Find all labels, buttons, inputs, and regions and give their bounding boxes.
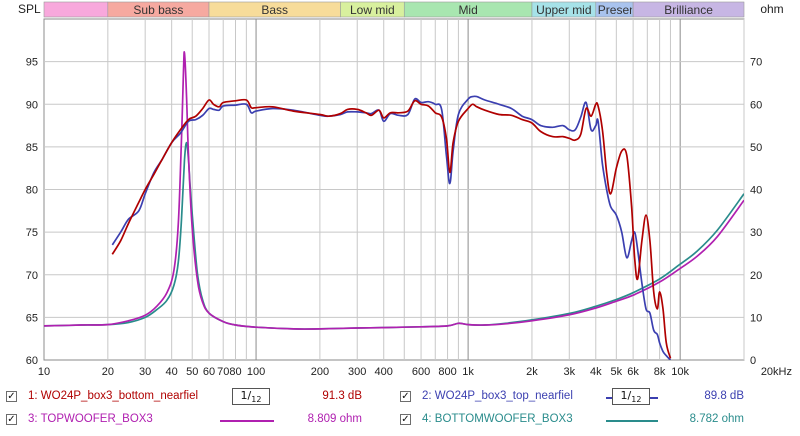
band-7 — [632, 1, 745, 18]
smoothing-slash: / — [627, 389, 632, 402]
legend-checkbox-1[interactable]: ✓ — [6, 391, 17, 402]
legend-name-2: 2: WO24P_box3_top_nearfiel — [422, 390, 573, 402]
legend: ✓ 1: WO24P_box3_bottom_nearfiel 1/12 91.… — [0, 385, 800, 436]
x-tick: 70 — [217, 366, 229, 378]
x-tick: 800 — [438, 366, 456, 378]
grid — [43, 19, 745, 360]
y-left-tick: 70 — [26, 270, 38, 282]
series-line-1 — [111, 98, 672, 359]
legend-checkbox-2[interactable]: ✓ — [400, 391, 411, 402]
x-tick: 4k — [590, 366, 602, 378]
y-right-tick: 70 — [750, 57, 762, 69]
x-tick: 10 — [38, 366, 50, 378]
x-tick: 400 — [375, 366, 393, 378]
series-line-3 — [44, 51, 744, 330]
x-tick: 300 — [348, 366, 366, 378]
smoothing-button-2[interactable]: 1/12 — [612, 388, 650, 405]
legend-value-1: 91.3 dB — [322, 390, 362, 402]
smoothing-denominator: 12 — [631, 395, 642, 405]
x-tick: 200 — [311, 366, 329, 378]
x-tick: 60 — [203, 366, 215, 378]
smoothing-denominator: 12 — [251, 395, 262, 405]
x-tick: 1k — [462, 366, 474, 378]
chart-svg: Sub bass Bass Low mid Mid Upper mid Presence B… — [18, 1, 792, 378]
legend-item-1: ✓ 1: WO24P_box3_bottom_nearfiel 1/12 91.… — [6, 387, 396, 409]
y-left-tick: 95 — [26, 57, 38, 69]
y-right-tick: 60 — [750, 99, 762, 111]
legend-swatch-3 — [220, 420, 274, 422]
y-right-tick: 30 — [750, 227, 762, 239]
y-right-tick: 20 — [750, 270, 762, 282]
smoothing-numerator: 1 — [620, 389, 628, 402]
smoothing-button-1[interactable]: 1/12 — [232, 388, 270, 405]
legend-checkbox-3[interactable]: ✓ — [6, 414, 17, 425]
x-tick: 6k — [627, 366, 639, 378]
x-tick: 80 — [229, 366, 241, 378]
series-line-2 — [111, 95, 672, 360]
band-label: Brilliance — [664, 3, 713, 17]
band-0 — [43, 1, 109, 18]
y-right-tick: 40 — [750, 185, 762, 197]
legend-item-4: ✓ 4: BOTTOMWOOFER_BOX3 8.782 ohm — [400, 410, 795, 432]
y-left-tick: 75 — [26, 227, 38, 239]
legend-row: ✓ 3: TOPWOOFER_BOX3 8.809 ohm ✓ 4: BOTTO… — [0, 410, 800, 432]
legend-name-3: 3: TOPWOOFER_BOX3 — [28, 413, 153, 425]
series-lines — [44, 51, 744, 360]
y-left-tick: 65 — [26, 312, 38, 324]
y-right-tick: 0 — [750, 355, 756, 367]
band-label: Sub bass — [133, 3, 183, 17]
y-left-tick: 80 — [26, 185, 38, 197]
y-left-tick: 60 — [26, 355, 38, 367]
band-label: Bass — [261, 3, 288, 17]
legend-value-3: 8.809 ohm — [307, 413, 362, 425]
legend-item-3: ✓ 3: TOPWOOFER_BOX3 8.809 ohm — [6, 410, 396, 432]
x-tick: 100 — [247, 366, 265, 378]
left-axis-label: SPL — [18, 2, 41, 16]
legend-value-4: 8.782 ohm — [689, 413, 744, 425]
legend-swatch-4 — [606, 420, 658, 422]
x-tick: 20kHz — [761, 366, 792, 378]
legend-name-1: 1: WO24P_box3_bottom_nearfiel — [28, 390, 199, 402]
y-right-tick: 10 — [750, 312, 762, 324]
band-label: Upper mid — [536, 3, 591, 17]
x-tick: 30 — [139, 366, 151, 378]
right-axis-label: ohm — [760, 2, 783, 16]
frequency-bands: Sub bass Bass Low mid Mid Upper mid Presence B… — [43, 1, 745, 18]
x-tick: 50 — [186, 366, 198, 378]
smoothing-slash: / — [247, 389, 252, 402]
x-tick: 40 — [166, 366, 178, 378]
x-tick: 600 — [412, 366, 430, 378]
y-left-tick: 90 — [26, 99, 38, 111]
y-left-tick: 85 — [26, 142, 38, 154]
legend-item-2: ✓ 2: WO24P_box3_top_nearfiel 1/12 89.8 d… — [400, 387, 795, 409]
legend-name-4: 4: BOTTOMWOOFER_BOX3 — [422, 413, 573, 425]
frequency-response-chart: Sub bass Bass Low mid Mid Upper mid Presence B… — [18, 1, 792, 378]
band-label: Mid — [458, 3, 477, 17]
smoothing-numerator: 1 — [240, 389, 248, 402]
legend-value-2: 89.8 dB — [704, 390, 744, 402]
x-tick: 2k — [526, 366, 538, 378]
band-label: Low mid — [350, 3, 395, 17]
x-tick: 20 — [102, 366, 114, 378]
x-tick: 5k — [611, 366, 623, 378]
y-right-tick: 50 — [750, 142, 762, 154]
x-tick: 10k — [671, 366, 689, 378]
x-tick: 3k — [563, 366, 575, 378]
band-label: Presence — [598, 3, 649, 17]
legend-checkbox-4[interactable]: ✓ — [400, 414, 411, 425]
x-tick: 8k — [654, 366, 666, 378]
legend-row: ✓ 1: WO24P_box3_bottom_nearfiel 1/12 91.… — [0, 387, 800, 409]
